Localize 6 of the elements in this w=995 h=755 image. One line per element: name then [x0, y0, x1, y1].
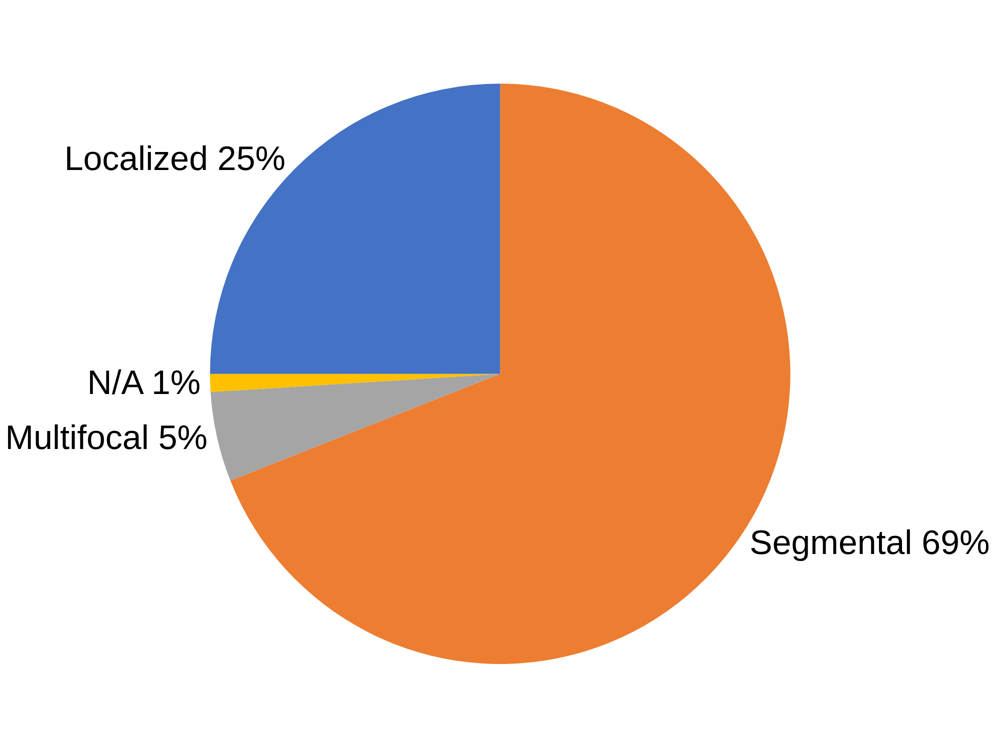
slice-label: Multifocal 5%: [5, 419, 208, 458]
pie-slice: [210, 374, 500, 481]
pie-slice: [210, 84, 500, 374]
slice-label: Localized 25%: [64, 140, 286, 178]
slice-label: Segmental 69%: [750, 524, 990, 562]
slice-label: N/A 1%: [87, 364, 201, 402]
